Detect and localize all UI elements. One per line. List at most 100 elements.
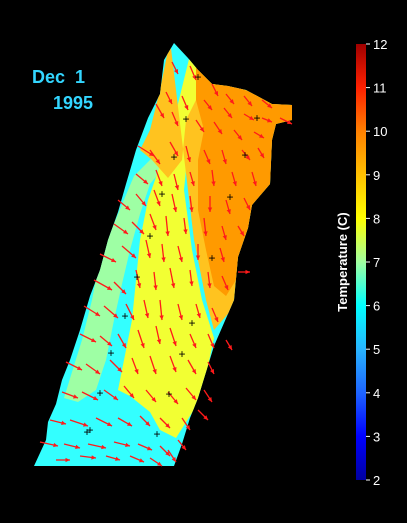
current-vector: [221, 149, 227, 165]
station-marker: +: [188, 316, 195, 330]
current-vector: [61, 391, 79, 399]
current-vector: [103, 305, 119, 319]
colorbar-tick-label: 10: [373, 124, 387, 139]
current-vector: [181, 95, 189, 111]
current-vector: [131, 357, 139, 375]
current-vector: [105, 455, 121, 461]
current-vector: [219, 247, 225, 263]
current-vector: [185, 387, 197, 401]
current-vector: [185, 145, 192, 163]
temperature-band-7-8: [118, 55, 220, 438]
colorbar-tick-label: 12: [373, 37, 387, 52]
current-vector: [231, 171, 237, 187]
station-marker: +: [153, 427, 160, 441]
current-vector: [257, 147, 265, 159]
colorbar-tick-label: 4: [373, 386, 380, 401]
current-vector: [189, 171, 195, 187]
current-vector: [203, 99, 213, 111]
current-vector: [243, 113, 255, 121]
colorbar-tick-label: 7: [373, 255, 380, 270]
station-marker: +: [121, 309, 128, 323]
station-marker: +: [241, 148, 248, 162]
colorbar: 2 3 4 5 6 7 8 9 10 11 12 Temperature (C): [335, 37, 387, 488]
current-vector: [169, 141, 179, 157]
current-vector: [125, 303, 135, 321]
current-vector: [65, 361, 83, 371]
current-vector: [211, 307, 219, 323]
current-vector: [137, 329, 145, 349]
current-vector: [79, 333, 97, 343]
current-vector: [197, 409, 209, 421]
current-vector: [211, 169, 216, 187]
current-vector: [69, 419, 89, 427]
station-marker: +: [86, 423, 93, 437]
current-vector: [63, 443, 81, 450]
station-marker-layer: ++ ++ ++ +++++ ++ ++ +++ +: [83, 70, 260, 441]
current-vector: [123, 385, 135, 399]
colorbar-tick-label: 2: [373, 473, 380, 488]
current-vector: [195, 119, 205, 133]
current-vector: [137, 443, 153, 451]
current-vector: [207, 196, 213, 212]
current-vector: [207, 333, 215, 349]
current-vector: [149, 213, 157, 231]
current-vector: [121, 245, 137, 259]
station-marker: +: [158, 187, 165, 201]
current-vector: [181, 417, 191, 431]
station-marker: +: [253, 111, 260, 125]
current-vector: [135, 193, 147, 207]
current-vector: [261, 117, 273, 123]
current-vector: [139, 415, 151, 427]
current-vector: [117, 333, 127, 349]
current-vector: [233, 129, 243, 141]
current-vector: [243, 197, 251, 211]
current-vector: [79, 455, 97, 460]
current-vector: [161, 243, 166, 263]
current-vector: [169, 327, 177, 347]
current-vector: [211, 83, 219, 97]
current-vector: [145, 239, 152, 259]
current-vector: [169, 267, 176, 289]
current-vector: [177, 303, 184, 321]
current-vector: [225, 199, 231, 215]
current-vector: [83, 305, 101, 317]
station-marker: +: [194, 70, 201, 84]
current-vector: [159, 299, 164, 321]
current-vector: [85, 363, 101, 375]
current-vector: [159, 445, 171, 457]
colorbar-tick-label: 9: [373, 168, 380, 183]
current-vector: [189, 269, 194, 287]
current-vector: [113, 223, 129, 235]
current-vector: [155, 169, 163, 187]
current-vector: [159, 417, 171, 429]
station-marker: +: [165, 387, 172, 401]
current-vector-layer: [39, 61, 293, 467]
current-vector: [49, 419, 67, 426]
current-vector: [155, 103, 165, 119]
station-marker: +: [226, 190, 233, 204]
current-vector: [93, 279, 113, 291]
current-vector: [169, 355, 177, 373]
current-vector: [213, 121, 223, 135]
current-vector: [225, 93, 235, 105]
current-vector: [99, 335, 113, 347]
current-vector: [81, 391, 99, 401]
station-marker: +: [83, 425, 90, 439]
current-vector: [279, 117, 293, 125]
current-vector: [237, 225, 245, 237]
current-vector: [195, 244, 201, 260]
current-vector: [241, 149, 251, 161]
current-vector: [167, 449, 177, 463]
station-marker: +: [208, 251, 215, 265]
colorbar-tick-label: 6: [373, 299, 380, 314]
current-vector: [189, 333, 197, 349]
colorbar-tick-label: 8: [373, 211, 380, 226]
colorbar-tick-label: 3: [373, 429, 380, 444]
current-vector: [223, 107, 233, 119]
current-vector: [207, 361, 215, 375]
current-vector: [221, 275, 229, 291]
current-vector: [171, 111, 179, 127]
current-vector: [187, 359, 197, 375]
